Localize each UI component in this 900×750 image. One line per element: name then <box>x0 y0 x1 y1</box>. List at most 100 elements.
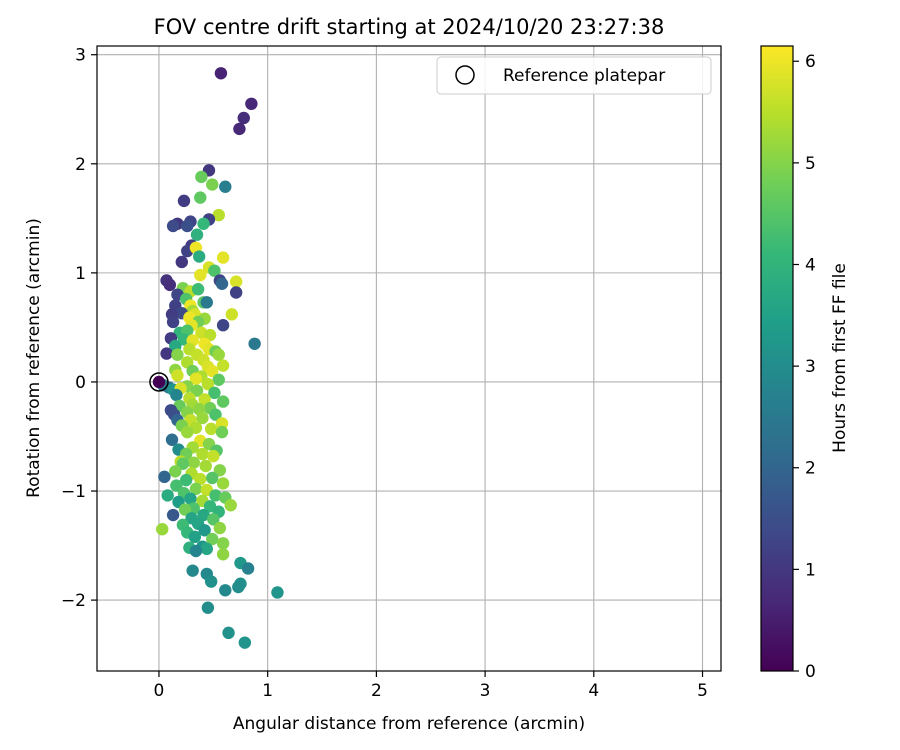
data-point <box>271 586 284 599</box>
data-point <box>189 544 203 558</box>
data-point <box>170 388 183 402</box>
data-point <box>207 449 220 463</box>
data-point <box>232 580 245 594</box>
y-axis-ticks: −2 −1 0 1 2 3 <box>61 46 97 611</box>
colorbar-tick-label: 3 <box>805 357 816 377</box>
y-tick-label: −1 <box>61 482 86 502</box>
data-point <box>197 217 210 230</box>
x-tick-label: 5 <box>697 681 708 701</box>
x-tick-label: 1 <box>262 681 273 701</box>
data-point <box>216 537 230 550</box>
data-point <box>152 375 166 389</box>
data-point <box>216 395 230 408</box>
data-point <box>187 456 200 469</box>
data-point <box>229 275 243 288</box>
plot-frame <box>96 45 722 672</box>
data-point <box>181 425 194 439</box>
data-point <box>216 319 230 332</box>
data-point <box>196 411 209 425</box>
data-point <box>215 425 229 439</box>
data-point <box>192 250 206 263</box>
grid <box>97 46 721 671</box>
data-point <box>204 422 218 436</box>
data-point <box>158 470 171 484</box>
data-point <box>175 255 188 269</box>
data-point <box>208 264 221 277</box>
data-point <box>206 178 219 191</box>
colorbar-tick-label: 2 <box>805 459 816 479</box>
data-point <box>160 347 173 360</box>
reference-open-circle <box>149 372 169 392</box>
colorbar: 0 1 2 3 4 5 6 Hours from first FF file <box>760 45 850 682</box>
data-point <box>219 180 232 193</box>
legend-box <box>436 56 712 95</box>
data-point <box>165 433 179 446</box>
data-point <box>216 359 230 372</box>
data-point <box>225 308 239 321</box>
data-point <box>178 503 192 516</box>
colorbar-ticks: 0 1 2 3 4 5 6 <box>793 52 816 682</box>
data-point <box>166 508 180 522</box>
data-point <box>163 278 177 292</box>
data-point <box>189 372 203 385</box>
data-points <box>152 67 284 649</box>
colorbar-tick-label: 4 <box>805 255 816 275</box>
data-point <box>171 348 184 361</box>
data-point <box>233 122 246 136</box>
y-tick-label: 2 <box>75 155 86 175</box>
data-point <box>241 562 255 575</box>
reference-marker <box>149 372 169 392</box>
data-point <box>204 575 218 588</box>
x-tick-label: 2 <box>371 681 382 701</box>
data-point <box>186 564 199 577</box>
data-point <box>189 482 203 496</box>
data-point <box>206 532 219 546</box>
data-point <box>215 277 229 290</box>
data-point <box>209 408 222 421</box>
data-point <box>238 636 252 649</box>
data-point <box>237 111 250 125</box>
data-point <box>208 386 221 400</box>
data-point <box>194 268 207 282</box>
data-point <box>177 194 191 208</box>
data-point <box>206 471 219 485</box>
data-point <box>201 601 215 614</box>
data-point <box>200 542 213 556</box>
y-axis-label: Rotation from reference (arcmin) <box>24 218 44 498</box>
chart-title: FOV centre drift starting at 2024/10/20 … <box>154 15 665 39</box>
data-point <box>222 626 235 640</box>
colorbar-gradient <box>761 46 793 671</box>
data-point <box>198 524 211 537</box>
data-point <box>219 584 232 597</box>
data-point <box>212 208 225 222</box>
data-point <box>199 459 212 473</box>
data-point <box>212 348 225 361</box>
x-axis-label: Angular distance from reference (arcmin) <box>233 714 585 734</box>
data-point <box>216 548 230 561</box>
data-point <box>213 464 227 477</box>
x-tick-label: 3 <box>480 681 491 701</box>
data-point <box>207 513 220 526</box>
data-point <box>161 489 174 502</box>
data-point <box>166 219 180 233</box>
data-point <box>188 530 202 544</box>
data-point <box>166 315 180 329</box>
colorbar-tick-label: 6 <box>805 52 816 72</box>
colorbar-label: Hours from first FF file <box>830 263 850 453</box>
data-point <box>196 447 209 461</box>
data-point <box>214 67 228 80</box>
data-point <box>224 499 237 512</box>
data-point <box>200 296 213 309</box>
data-point <box>190 228 204 241</box>
data-point <box>169 465 182 478</box>
data-point <box>229 286 243 299</box>
data-point <box>216 251 230 264</box>
y-tick-label: −2 <box>61 591 86 611</box>
data-point <box>181 219 194 233</box>
data-point <box>194 472 207 486</box>
data-point <box>213 521 227 535</box>
data-point <box>194 191 207 204</box>
data-point <box>206 364 219 378</box>
data-point <box>215 417 229 430</box>
